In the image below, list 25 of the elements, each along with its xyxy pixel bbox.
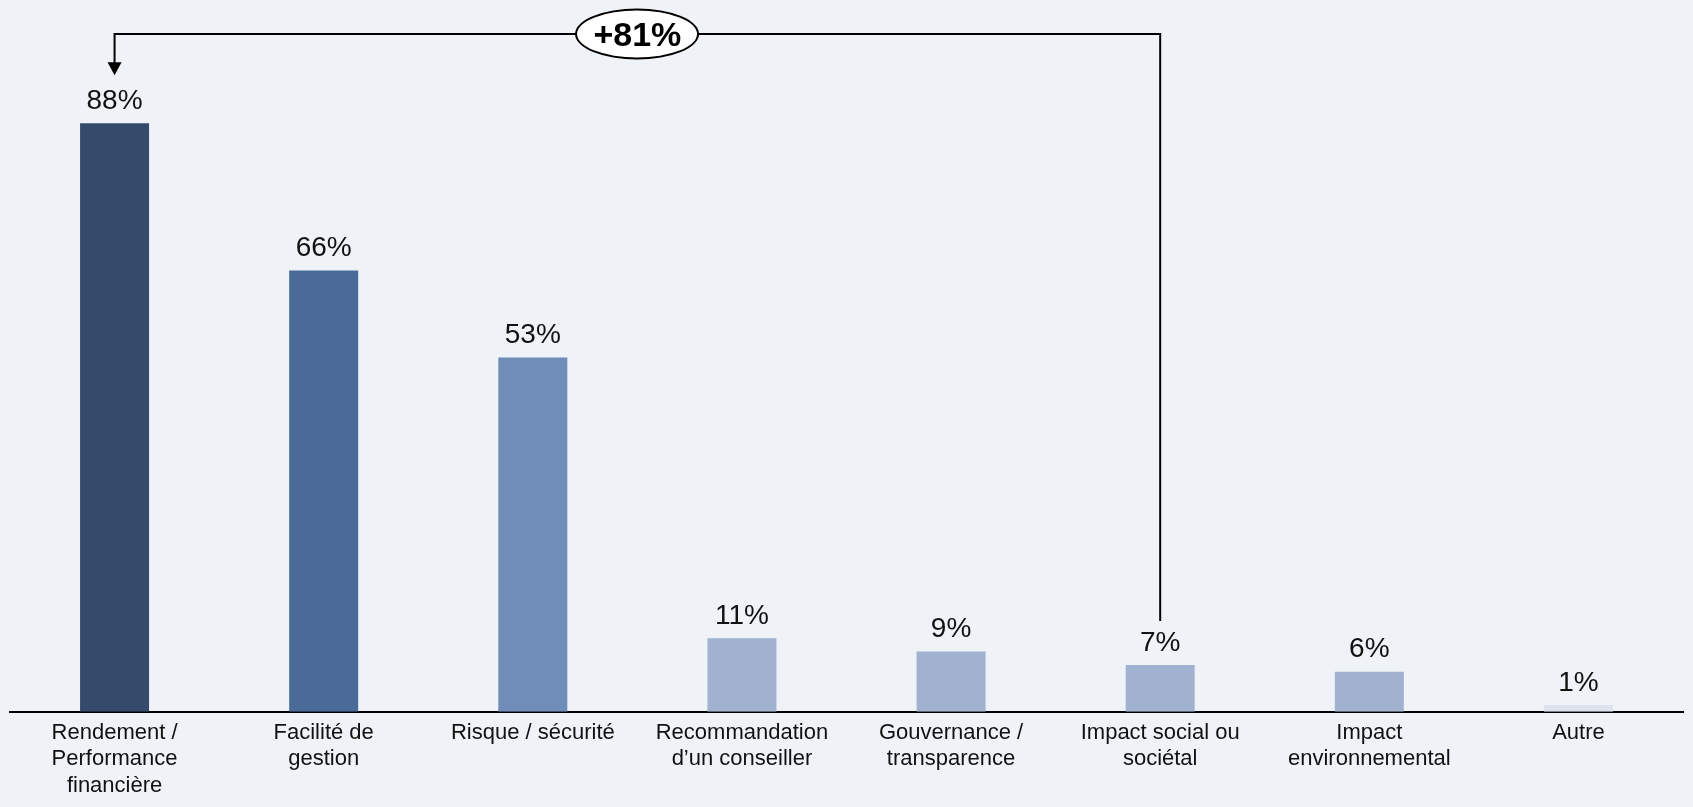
x-tick-label: Gouvernance / transparence (878, 719, 1025, 771)
data-label: 66% (295, 231, 352, 263)
x-tick-label: Facilité de gestion (273, 719, 374, 771)
bar (80, 123, 150, 712)
x-tick-label: Rendement / Performance financière (51, 719, 179, 797)
bar (707, 638, 777, 712)
bar (498, 357, 568, 712)
data-label: 11% (714, 598, 769, 630)
data-label: 9% (930, 612, 972, 644)
x-tick-label: Impact environnemental (1287, 719, 1451, 771)
bar (289, 270, 359, 712)
x-tick-label: Recommandation d’un conseiller (655, 719, 829, 771)
x-tick-label: Impact social ou sociétal (1080, 719, 1240, 771)
x-tick-label: Risque / sécurité (450, 719, 615, 745)
text: +81% (575, 8, 700, 60)
data-label: 53% (504, 318, 561, 350)
data-label: 6% (1349, 632, 1390, 664)
data-label: 88% (86, 84, 143, 116)
data-label: 7% (1139, 625, 1181, 657)
x-tick-label: Autre (1552, 719, 1605, 745)
data-label: 1% (1558, 665, 1599, 697)
bar (916, 651, 986, 712)
bar (1543, 705, 1613, 712)
bar (1125, 664, 1195, 712)
bar (1334, 671, 1404, 712)
